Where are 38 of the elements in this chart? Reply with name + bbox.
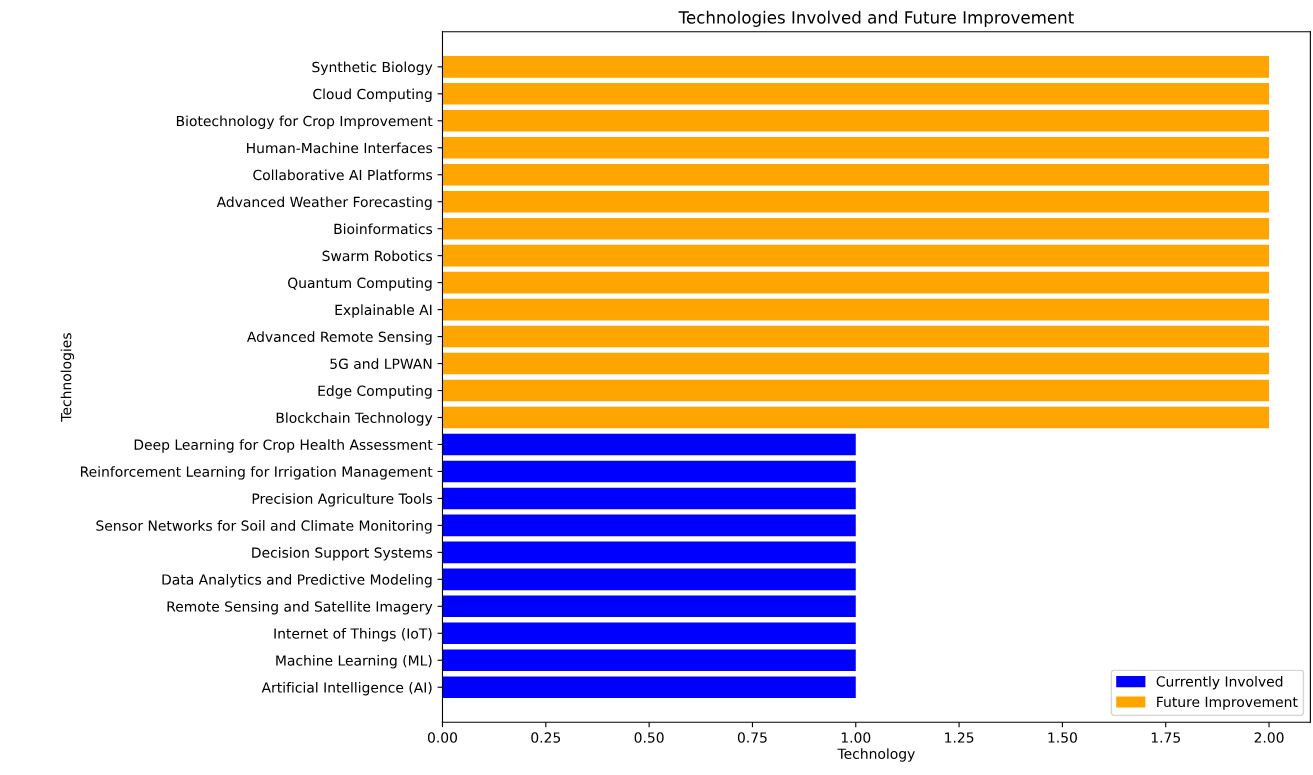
legend-label: Future Improvement — [1157, 696, 1298, 710]
y-tick-label: 5G and LPWAN — [330, 358, 432, 370]
x-tick-label: 1.50 — [1048, 732, 1077, 743]
x-tick-label: 0.25 — [531, 732, 561, 743]
y-tick-label: Internet of Things (IoT) — [274, 628, 432, 642]
x-tick-label: 0.00 — [427, 732, 458, 743]
y-tick-label: Cloud Computing — [313, 88, 432, 102]
y-tick-label: Quantum Computing — [288, 277, 432, 291]
y-tick-label: Advanced Remote Sensing — [246, 331, 432, 345]
y-tick-label: Synthetic Biology — [312, 61, 433, 76]
x-tick-label: 1.75 — [1151, 732, 1180, 743]
y-tick-label: Biotechnology for Crop Improvement — [176, 115, 433, 129]
y-tick-label: Advanced Weather Forecasting — [216, 196, 432, 210]
x-tick-label: 0.75 — [737, 732, 767, 743]
y-tick-label: Edge Computing — [318, 385, 432, 399]
y-tick-label: Human-Machine Interfaces — [247, 142, 433, 154]
y-tick-label: Remote Sensing and Satellite Imagery — [167, 601, 433, 615]
x-tick-label: 1.00 — [841, 732, 871, 743]
x-tick-label: 2.00 — [1254, 732, 1284, 743]
x-tick-label: 0.50 — [634, 732, 664, 743]
y-tick-label: Deep Learning for Crop Health Assessment — [134, 439, 433, 453]
legend-label: Currently Involved — [1156, 675, 1283, 690]
chart-title: Technologies Involved and Future Improvement — [678, 10, 1074, 27]
y-tick-label: Artificial Intelligence (AI) — [261, 681, 432, 696]
y-tick-label: Precision Agriculture Tools — [252, 493, 433, 507]
y-tick-label: Data Analytics and Predictive Modeling — [162, 574, 432, 588]
y-tick-label: Sensor Networks for Soil and Climate Monitoring — [96, 520, 432, 534]
x-tick-label: 1.25 — [945, 732, 974, 743]
y-tick-label: Swarm Robotics — [322, 250, 433, 262]
y-tick-label: Machine Learning (ML) — [276, 654, 432, 669]
y-tick-label: Reinforcement Learning for Irrigation Management — [80, 466, 433, 480]
y-tick-label: Collaborative AI Platforms — [253, 169, 433, 181]
y-tick-label: Decision Support Systems — [252, 547, 433, 561]
y-tick-label: Explainable AI — [335, 304, 432, 318]
y-tick-label: Bioinformatics — [334, 223, 433, 235]
y-tick-label: Blockchain Technology — [276, 412, 433, 426]
x-axis-title: Technology — [837, 748, 915, 762]
y-axis-title: Technologies — [60, 333, 75, 422]
